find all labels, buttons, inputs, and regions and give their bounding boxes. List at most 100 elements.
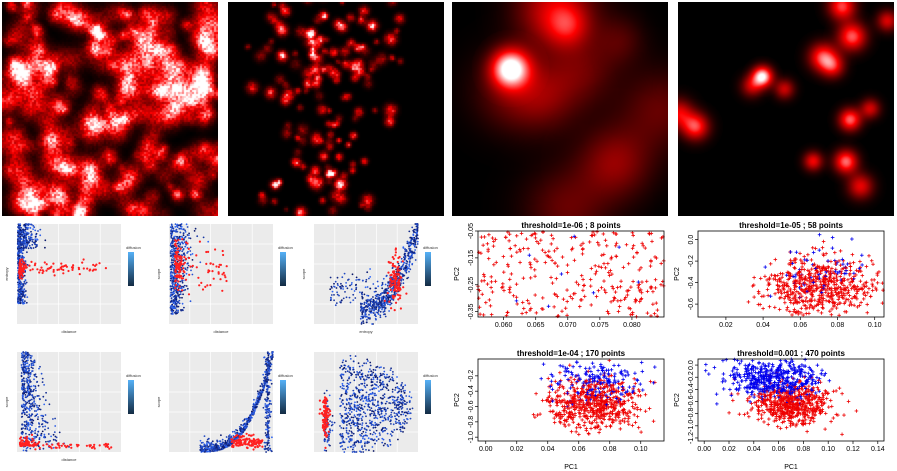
data-point	[340, 301, 342, 304]
data-point	[414, 259, 417, 261]
data-point	[346, 382, 349, 385]
data-point	[400, 413, 402, 416]
data-point-highlighted	[22, 264, 26, 267]
data-point	[345, 282, 347, 284]
data-point	[342, 373, 345, 376]
data-point	[355, 286, 358, 289]
data-point	[355, 283, 357, 286]
data-point-highlighted	[48, 445, 51, 448]
data-point	[26, 263, 29, 266]
data-point	[225, 445, 227, 447]
data-point	[262, 406, 265, 409]
data-point	[354, 393, 357, 396]
data-point	[170, 297, 173, 300]
data-point	[412, 234, 415, 237]
data-point	[392, 423, 395, 426]
data-point	[394, 420, 397, 423]
data-point-highlighted	[52, 270, 55, 273]
data-point-highlighted	[230, 440, 233, 443]
data-point-highlighted	[198, 240, 201, 243]
data-point-highlighted	[393, 273, 396, 277]
data-point	[393, 396, 396, 399]
data-point	[357, 362, 360, 364]
data-point	[270, 382, 273, 385]
data-point	[18, 282, 21, 285]
data-point	[242, 431, 245, 434]
data-point	[376, 424, 379, 427]
data-point	[333, 294, 335, 296]
data-point-highlighted	[244, 439, 247, 443]
data-point	[355, 387, 358, 390]
data-point	[369, 389, 371, 391]
data-point	[358, 415, 361, 417]
data-point	[28, 400, 31, 402]
data-point	[23, 390, 26, 392]
data-point-highlighted	[396, 269, 399, 273]
data-point	[369, 268, 371, 270]
data-point	[377, 285, 380, 288]
data-point	[347, 432, 349, 435]
pca-point-red	[606, 261, 610, 266]
data-point-highlighted	[175, 244, 178, 248]
data-point	[374, 421, 377, 424]
data-point-highlighted	[393, 283, 397, 286]
data-point	[34, 396, 36, 398]
data-point	[347, 435, 350, 438]
data-point	[172, 229, 175, 232]
y-axis-label: scope	[156, 268, 161, 279]
data-point	[18, 288, 21, 291]
data-point	[372, 427, 375, 429]
data-point	[383, 310, 386, 312]
data-point	[345, 438, 348, 440]
data-point-highlighted	[394, 301, 398, 304]
data-point	[173, 301, 176, 304]
data-point	[19, 239, 21, 242]
data-point	[264, 379, 267, 382]
data-point-highlighted	[222, 271, 225, 274]
data-point	[390, 395, 393, 398]
data-point	[370, 308, 372, 310]
pca-point-red	[589, 303, 594, 307]
data-point	[25, 237, 27, 240]
data-point	[323, 439, 326, 442]
data-point	[391, 290, 393, 293]
data-point-highlighted	[204, 285, 207, 288]
data-point	[31, 394, 33, 397]
data-point	[385, 294, 388, 297]
data-point	[21, 300, 24, 303]
data-point	[345, 398, 348, 400]
data-point	[24, 294, 27, 296]
data-point	[361, 293, 363, 296]
data-point	[266, 428, 269, 431]
data-point-highlighted	[92, 263, 95, 266]
data-point	[349, 405, 351, 407]
data-point	[21, 433, 24, 435]
data-point	[360, 303, 362, 305]
data-point	[174, 235, 176, 238]
pca-point-red	[507, 232, 512, 236]
data-point-highlighted	[394, 251, 397, 254]
data-point	[356, 424, 358, 427]
data-point	[28, 402, 31, 405]
data-point	[31, 418, 34, 421]
data-point	[265, 368, 268, 371]
data-point	[408, 258, 411, 260]
data-point	[408, 245, 410, 248]
data-point-highlighted	[397, 283, 400, 286]
data-point	[397, 262, 400, 265]
data-point	[372, 424, 375, 426]
data-point	[265, 411, 268, 414]
data-point-highlighted	[221, 249, 224, 253]
data-point	[345, 403, 348, 406]
data-point-highlighted	[256, 445, 259, 448]
data-point	[402, 282, 405, 285]
data-point	[393, 401, 395, 403]
data-point	[378, 413, 381, 416]
data-point	[183, 254, 186, 256]
data-point	[20, 296, 23, 298]
data-point	[21, 299, 24, 301]
data-point	[387, 397, 390, 399]
data-point	[391, 398, 394, 401]
data-point	[40, 434, 43, 437]
data-point	[228, 444, 230, 447]
